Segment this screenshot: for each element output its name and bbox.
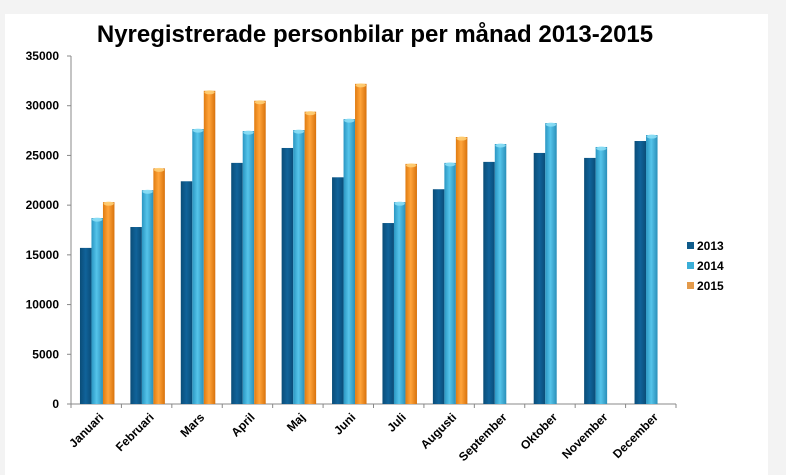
bar-cap [495, 143, 506, 148]
bar-2015-augusti [455, 137, 468, 404]
bar-2014-februari [141, 190, 154, 404]
bar-2013-november [584, 157, 596, 404]
bar-cap [254, 100, 266, 105]
x-tick-label: Juni [331, 410, 358, 437]
bar-2014-november [595, 146, 608, 404]
legend-label: 2014 [697, 259, 724, 273]
x-tick-label: December [610, 410, 661, 461]
bar-2014-september [494, 143, 507, 404]
bar-2015-april [254, 100, 266, 404]
x-tick-label: Januari [66, 410, 106, 450]
bar-cap [243, 130, 254, 135]
bar-cap [596, 146, 607, 151]
legend-item-2014: 2014 [687, 259, 724, 273]
x-tick-label: Februari [113, 410, 157, 454]
bar-2014-december [646, 135, 658, 404]
legend-label: 2013 [697, 239, 724, 253]
legend-swatch [687, 262, 694, 269]
legend-item-2013: 2013 [687, 239, 724, 253]
y-tick-label: 35000 [26, 49, 60, 63]
x-tick-label: September [456, 410, 510, 464]
y-tick-label: 25000 [26, 148, 60, 162]
bar-2015-juli [405, 163, 417, 404]
bar-2014-juni [343, 119, 356, 404]
bar-cap [444, 162, 456, 167]
chart-panel: Nyregistrerade personbilar per månad 201… [5, 14, 768, 475]
bars [79, 83, 658, 405]
bar-cap [204, 90, 215, 95]
bar-2014-maj [293, 130, 305, 404]
chart-title: Nyregistrerade personbilar per månad 201… [97, 21, 653, 48]
bar-2013-juni [332, 177, 344, 404]
bar-2015-januari [102, 202, 115, 404]
bar-2013-oktober [533, 152, 546, 404]
bar-2014-januari [91, 218, 103, 404]
legend-label: 2015 [697, 279, 724, 293]
bar-cap [153, 167, 165, 172]
bar-2015-juni [355, 83, 367, 404]
bar-cap [142, 189, 153, 194]
bar-cap [394, 201, 405, 206]
bar-2013-december [634, 141, 647, 405]
bar-2013-februari [130, 227, 142, 404]
bar-chart: Nyregistrerade personbilar per månad 201… [26, 21, 724, 464]
bar-cap [293, 129, 305, 134]
x-tick-label: Juli [384, 410, 409, 435]
bar-2014-juli [393, 202, 406, 404]
legend-swatch [687, 282, 694, 289]
bar-cap [192, 128, 204, 133]
bar-cap [646, 134, 658, 139]
bar-cap [456, 136, 467, 141]
x-axis: Januari Februari Mars April Maj Juni Juli Augus… [66, 403, 677, 464]
x-tick-label: April [228, 410, 257, 439]
bar-2013-juli [382, 223, 394, 404]
bar-2014-oktober [545, 123, 557, 404]
x-tick-label: Maj [284, 410, 308, 434]
x-tick-label: November [559, 410, 611, 462]
x-tick-label: Mars [177, 410, 207, 440]
bar-2014-mars [192, 129, 204, 404]
bar-2015-maj [304, 111, 317, 405]
y-tick-label: 15000 [26, 248, 60, 262]
legend-item-2015: 2015 [687, 279, 724, 293]
bar-cap [405, 163, 417, 168]
x-tick-label: Oktober [518, 410, 561, 453]
y-tick-label: 30000 [26, 99, 60, 113]
bar-cap [91, 217, 103, 222]
y-axis: 0 5000 10000 15000 20000 25000 30000 35000 [26, 49, 72, 411]
bar-cap [103, 201, 114, 206]
bar-2014-april [242, 131, 255, 404]
bar-cap [355, 83, 367, 88]
bar-2015-februari [153, 168, 165, 404]
bar-2013-maj [281, 147, 294, 404]
y-tick-label: 0 [52, 397, 59, 411]
legend-swatch [687, 242, 694, 249]
bar-2013-mars [180, 181, 193, 404]
bar-cap [545, 122, 557, 127]
y-tick-label: 10000 [26, 298, 60, 312]
y-tick-label: 5000 [32, 347, 59, 361]
bar-cap [305, 111, 316, 116]
x-tick-label: Augusti [418, 410, 459, 451]
y-tick-label: 20000 [26, 198, 60, 212]
bar-2013-januari [79, 247, 92, 404]
bar-cap [344, 118, 355, 123]
bar-2013-augusti [432, 189, 445, 404]
legend: 2013 2014 2015 [687, 239, 724, 293]
bar-2015-mars [203, 90, 216, 405]
bar-2013-september [483, 161, 495, 404]
bar-2013-april [231, 162, 243, 404]
bar-2014-augusti [444, 162, 456, 404]
